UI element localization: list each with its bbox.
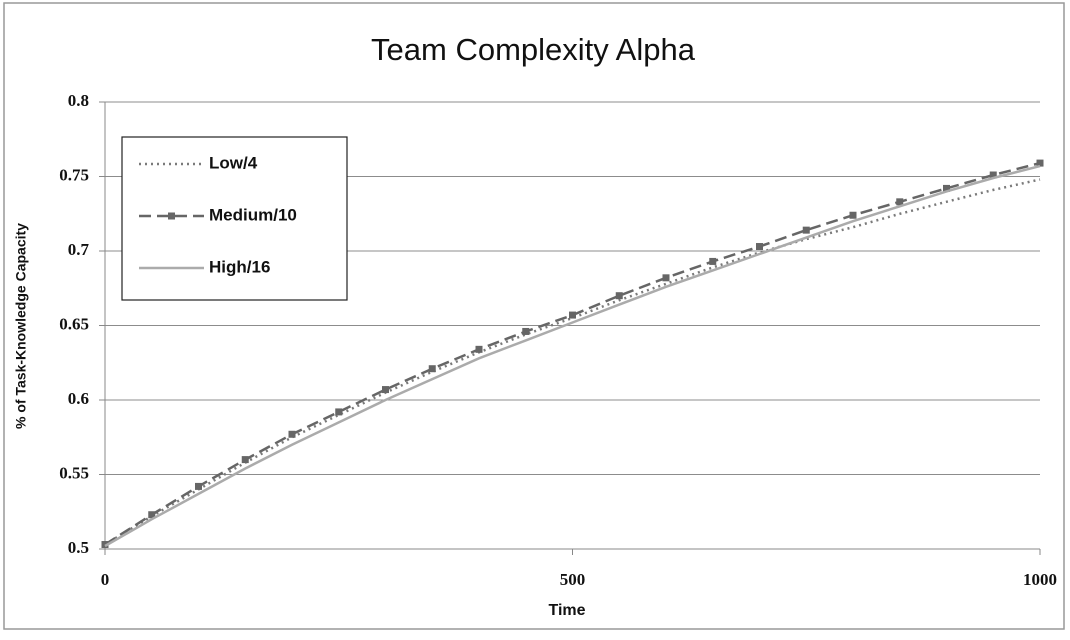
series-marker <box>896 198 904 206</box>
series-marker <box>428 365 436 373</box>
legend-marker <box>168 212 175 220</box>
series-marker <box>756 243 763 251</box>
series-marker <box>569 311 576 319</box>
x-tick-label: 500 <box>560 570 586 589</box>
series-marker <box>849 211 857 219</box>
series-marker <box>615 292 623 300</box>
series-marker <box>475 345 483 353</box>
chart-frame <box>3 2 1065 630</box>
series-marker <box>195 482 202 490</box>
series-marker <box>1036 159 1044 167</box>
y-tick-label: 0.55 <box>59 463 89 482</box>
series-marker <box>943 184 950 192</box>
series-marker <box>522 327 530 335</box>
series-marker <box>101 541 109 549</box>
x-tick-label: 1000 <box>1023 570 1057 589</box>
x-axis-label: Time <box>548 602 585 619</box>
y-tick-label: 0.5 <box>68 538 89 557</box>
legend-label: Low/4 <box>209 153 258 172</box>
y-axis-label: % of Task-Knowledge Capacity <box>13 223 29 429</box>
series-line <box>104 164 1041 548</box>
x-tick-label: 0 <box>101 570 110 589</box>
y-tick-label: 0.6 <box>68 389 89 408</box>
chart-title: Team Complexity Alpha <box>371 32 696 67</box>
legend-label: Medium/10 <box>209 205 297 224</box>
series-marker <box>802 226 810 234</box>
series-line <box>104 178 1041 546</box>
series-marker <box>662 274 670 282</box>
series-marker <box>709 257 717 265</box>
legend-box <box>121 136 348 301</box>
y-tick-label: 0.65 <box>59 314 89 333</box>
series-marker <box>382 386 389 394</box>
y-tick-label: 0.7 <box>68 240 90 259</box>
y-tick-label: 0.75 <box>59 165 89 184</box>
series-marker <box>241 456 249 464</box>
series-marker <box>148 511 156 519</box>
legend-label: High/16 <box>209 257 270 276</box>
series-marker <box>989 171 997 179</box>
y-tick-label: 0.8 <box>68 91 89 110</box>
series-marker <box>288 430 296 438</box>
series-marker <box>335 408 343 416</box>
